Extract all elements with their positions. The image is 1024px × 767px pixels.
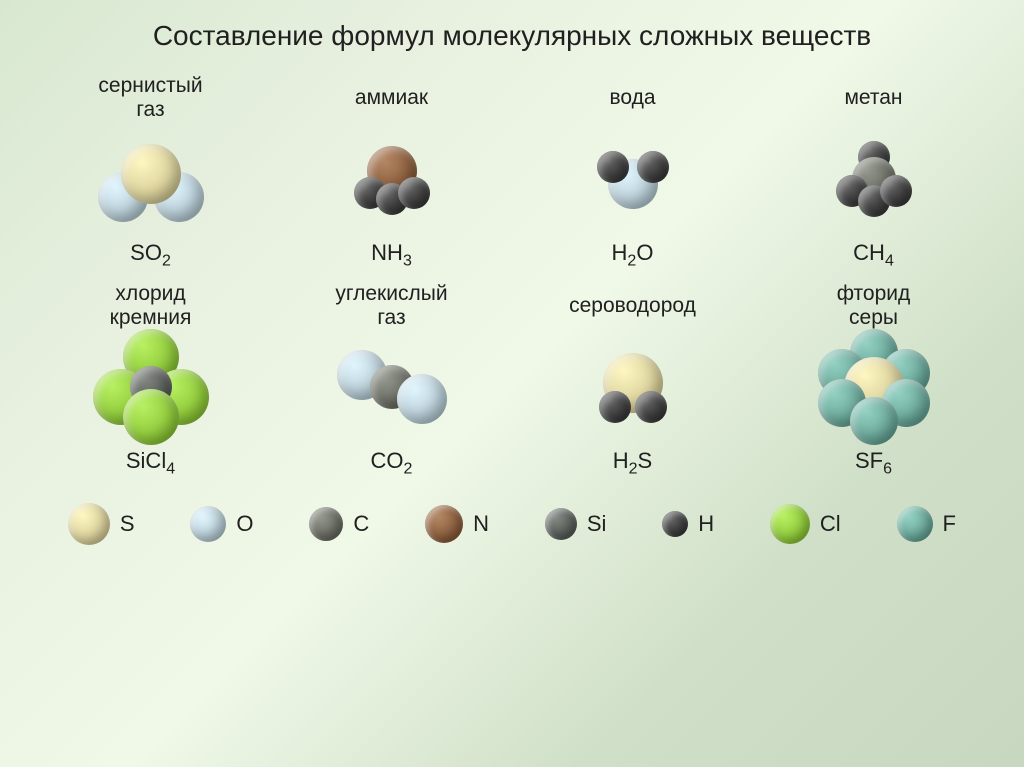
molecule-name: углекислыйгаз: [335, 280, 447, 332]
atom-f: [850, 397, 898, 445]
molecule-model: [312, 124, 472, 234]
molecule-model: [71, 332, 231, 442]
legend-label: C: [353, 511, 369, 537]
molecule-model: [794, 332, 954, 442]
molecule-model: [71, 124, 231, 234]
atom-s: [121, 144, 181, 204]
molecule-cell: сероводород H2S: [522, 280, 743, 478]
molecule-cell: хлоридкремния SiCl4: [40, 280, 261, 478]
molecule-formula: H2S: [613, 448, 652, 478]
legend-item-cl: Cl: [770, 504, 841, 544]
atom-h: [398, 177, 430, 209]
legend-label: Si: [587, 511, 607, 537]
legend-label: N: [473, 511, 489, 537]
molecule-cell: аммиак NH3: [281, 72, 502, 270]
legend-atom-icon: [897, 506, 933, 542]
molecule-name: метан: [844, 72, 902, 124]
legend-atom-icon: [309, 507, 343, 541]
molecule-name: вода: [609, 72, 655, 124]
legend-atom-icon: [190, 506, 226, 542]
element-legend: S O C N Si H Cl F: [0, 489, 1024, 545]
legend-atom-icon: [545, 508, 577, 540]
legend-item-h: H: [662, 511, 714, 537]
legend-label: S: [120, 511, 135, 537]
molecule-formula: H2O: [612, 240, 654, 270]
molecule-grid: сернистыйгаз SO2 аммиак NH3 вода H2O метан CH4 х…: [0, 52, 1024, 489]
legend-atom-icon: [770, 504, 810, 544]
molecule-model: [553, 332, 713, 442]
legend-atom-icon: [68, 503, 110, 545]
legend-atom-icon: [662, 511, 688, 537]
legend-item-n: N: [425, 505, 489, 543]
legend-label: H: [698, 511, 714, 537]
atom-h: [635, 391, 667, 423]
atom-h: [599, 391, 631, 423]
atom-cl: [123, 389, 179, 445]
molecule-cell: фторидсеры SF6: [763, 280, 984, 478]
legend-item-f: F: [897, 506, 956, 542]
atom-o: [397, 374, 447, 424]
molecule-cell: сернистыйгаз SO2: [40, 72, 261, 270]
molecule-formula: NH3: [371, 240, 412, 270]
page-title: Составление формул молекулярных сложных …: [0, 0, 1024, 52]
legend-item-s: S: [68, 503, 135, 545]
molecule-name: сернистыйгаз: [98, 72, 202, 124]
legend-atom-icon: [425, 505, 463, 543]
atom-h: [637, 151, 669, 183]
molecule-cell: вода H2O: [522, 72, 743, 270]
molecule-model: [553, 124, 713, 234]
legend-label: O: [236, 511, 253, 537]
legend-item-si: Si: [545, 508, 607, 540]
molecule-name: фторидсеры: [837, 280, 911, 332]
molecule-model: [794, 124, 954, 234]
atom-h: [597, 151, 629, 183]
molecule-formula: CH4: [853, 240, 894, 270]
legend-item-c: C: [309, 507, 369, 541]
molecule-name: аммиак: [355, 72, 428, 124]
molecule-name: хлоридкремния: [110, 280, 192, 332]
molecule-formula: SiCl4: [126, 448, 175, 478]
atom-h: [880, 175, 912, 207]
molecule-model: [312, 332, 472, 442]
legend-label: F: [943, 511, 956, 537]
molecule-name: сероводород: [569, 280, 696, 332]
molecule-cell: углекислыйгаз CO2: [281, 280, 502, 478]
legend-label: Cl: [820, 511, 841, 537]
molecule-cell: метан CH4: [763, 72, 984, 270]
molecule-formula: SO2: [130, 240, 171, 270]
molecule-formula: SF6: [855, 448, 892, 478]
molecule-formula: CO2: [371, 448, 413, 478]
legend-item-o: O: [190, 506, 253, 542]
